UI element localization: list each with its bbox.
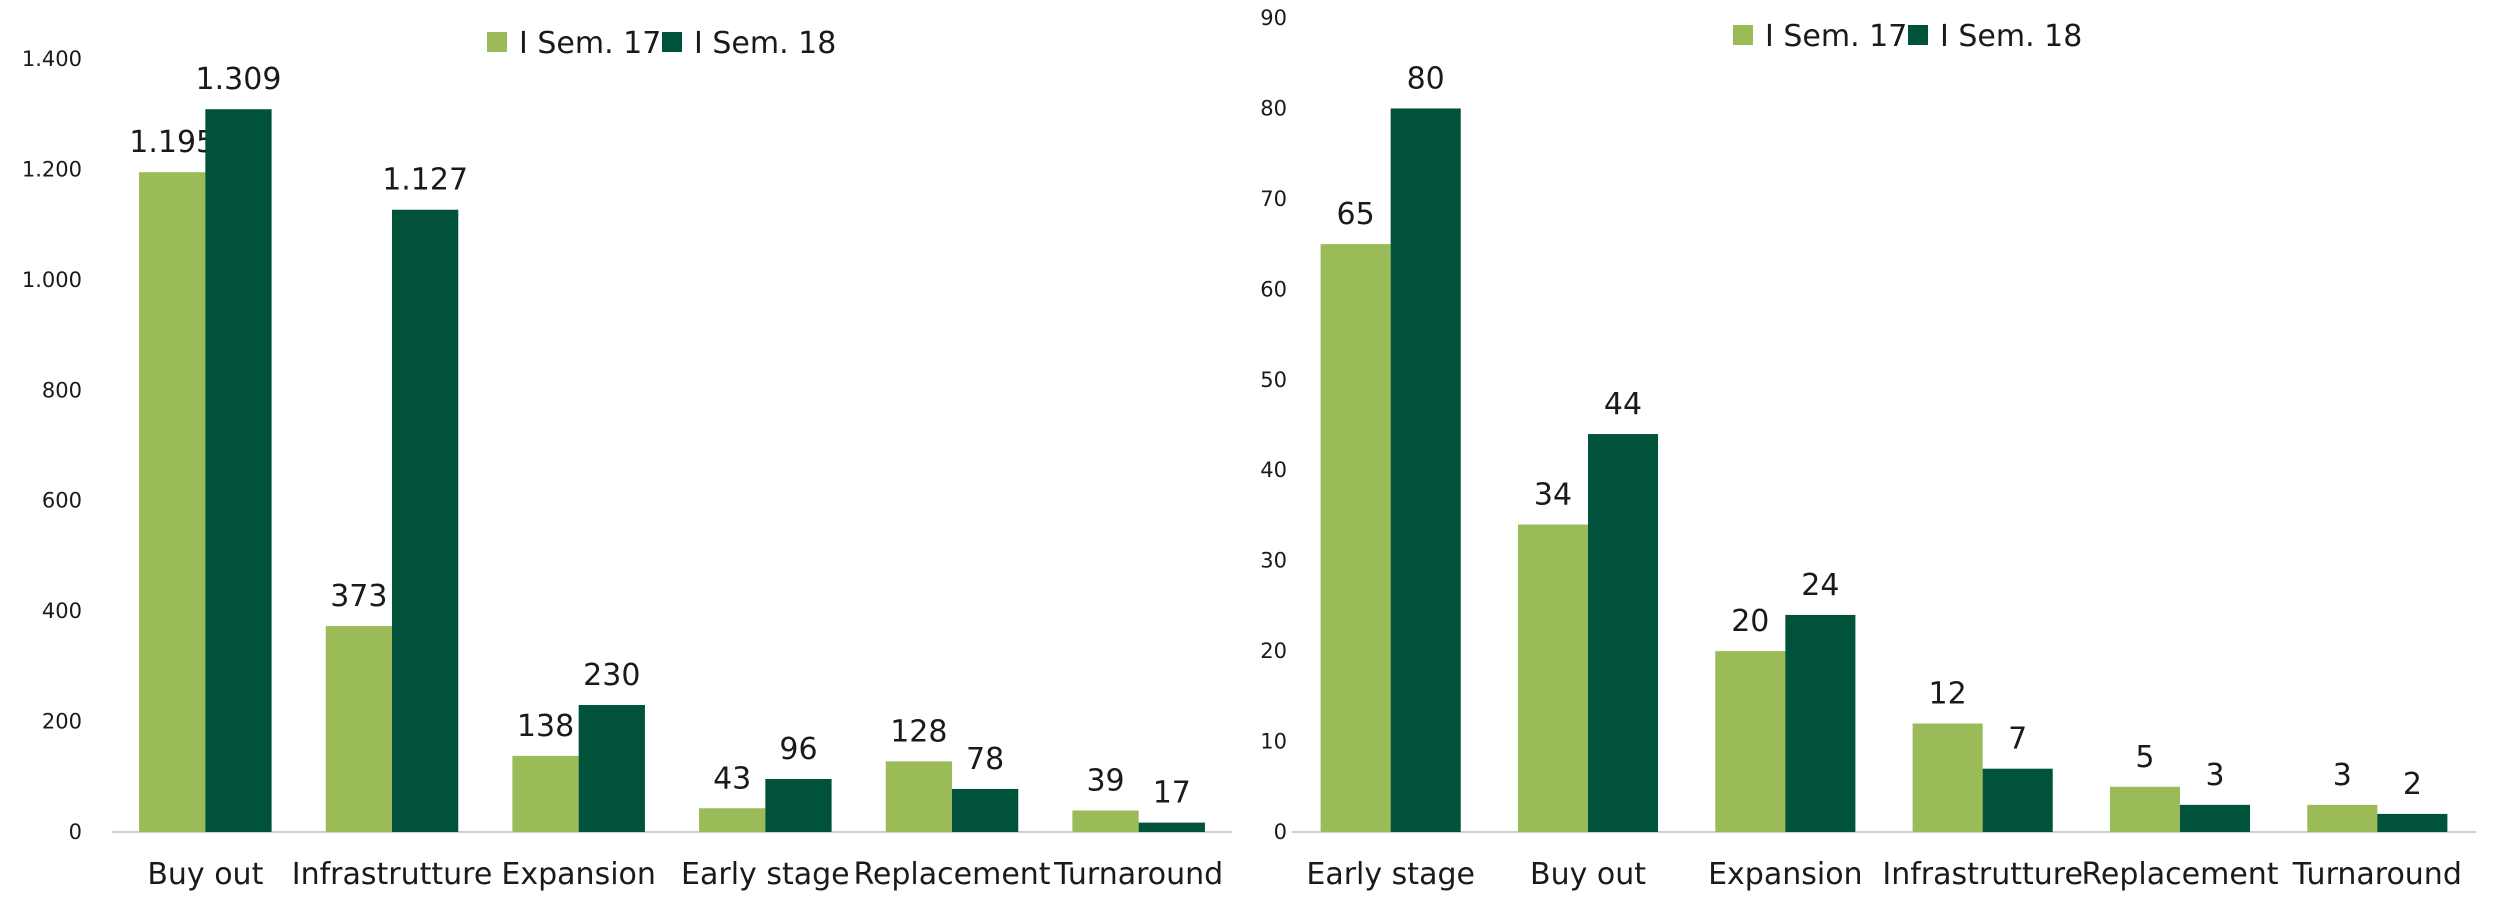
y-tick-label: 60	[1260, 277, 1287, 301]
data-label: 1.309	[196, 62, 282, 97]
legend-swatch	[662, 32, 682, 52]
data-label: 20	[1731, 604, 1769, 639]
category-label: Replacement	[853, 857, 1050, 892]
bar-sem18	[765, 778, 832, 832]
legend-label: I Sem. 18	[694, 26, 836, 61]
bar-sem18	[952, 788, 1019, 832]
y-tick-label: 30	[1260, 549, 1287, 573]
bar-sem18	[578, 705, 645, 832]
bar-sem18	[1138, 822, 1205, 832]
data-label: 17	[1153, 776, 1191, 811]
y-tick-label: 400	[42, 599, 82, 623]
y-tick-label: 20	[1260, 639, 1287, 663]
bar-sem17	[325, 626, 392, 832]
category-label: Early stage	[1306, 857, 1475, 892]
category-label: Infrastrutture	[292, 857, 493, 892]
legend-swatch	[1733, 25, 1753, 45]
data-label: 80	[1407, 61, 1445, 96]
data-label: 96	[779, 732, 817, 767]
data-label: 3	[2333, 758, 2352, 793]
data-label: 12	[1929, 676, 1967, 711]
bar-sem17	[1715, 651, 1786, 832]
data-label: 3	[2205, 758, 2224, 793]
bar-sem18	[2180, 804, 2251, 832]
legend-label: I Sem. 18	[1940, 19, 2082, 54]
data-label: 34	[1534, 477, 1572, 512]
category-label: Buy out	[1530, 857, 1646, 892]
y-tick-label: 1.400	[22, 47, 82, 71]
category-label: Buy out	[147, 857, 263, 892]
bar-sem17	[2307, 804, 2378, 832]
data-label: 1.195	[129, 125, 215, 160]
bar-sem18	[1588, 434, 1659, 832]
data-label: 39	[1086, 763, 1124, 798]
category-label: Replacement	[2081, 857, 2278, 892]
bar-sem17	[139, 172, 206, 833]
data-label: 24	[1801, 568, 1839, 603]
data-label: 373	[330, 579, 387, 614]
category-label: Infrastrutture	[1882, 857, 2083, 892]
y-tick-label: 80	[1260, 96, 1287, 120]
bar-sem17	[1912, 723, 1983, 832]
y-tick-label: 1.000	[22, 268, 82, 292]
bar-sem17	[1320, 244, 1391, 833]
data-label: 230	[583, 658, 640, 693]
y-tick-label: 200	[42, 710, 82, 734]
data-label: 128	[890, 714, 947, 749]
bar-sem17	[2109, 786, 2180, 832]
bar-sem17	[699, 808, 766, 832]
data-label: 43	[713, 761, 751, 796]
y-tick-label: 800	[42, 378, 82, 402]
y-tick-label: 70	[1260, 187, 1287, 211]
bar-sem17	[1072, 810, 1139, 832]
category-label: Early stage	[681, 857, 850, 892]
category-label: Expansion	[1708, 857, 1862, 892]
y-tick-label: 50	[1260, 368, 1287, 392]
legend-label: I Sem. 17	[519, 26, 661, 61]
legend: I Sem. 17 I Sem. 18	[487, 26, 836, 61]
data-label: 78	[966, 742, 1004, 777]
y-tick-label: 0	[69, 820, 82, 844]
y-tick-label: 1.200	[22, 157, 82, 181]
data-label: 1.127	[382, 163, 468, 198]
y-tick-label: 10	[1260, 730, 1287, 754]
y-tick-label: 40	[1260, 458, 1287, 482]
bar-sem18	[2377, 813, 2448, 832]
category-label: Expansion	[501, 857, 655, 892]
y-tick-label: 0	[1274, 820, 1287, 844]
data-label: 65	[1337, 197, 1375, 232]
y-tick-label: 90	[1260, 6, 1287, 30]
bar-sem17	[512, 755, 579, 832]
legend-swatch	[1908, 25, 1928, 45]
data-label: 44	[1604, 387, 1642, 422]
data-label: 7	[2008, 722, 2027, 757]
bar-sem17	[885, 761, 952, 832]
bar-sem18	[392, 209, 459, 833]
bar-sem18	[1982, 768, 2053, 832]
data-label: 5	[2135, 740, 2154, 775]
chart-1: 0 200 400 600 800 1.000 1.200 1.400 1.195 1.309 Bu…	[22, 26, 1232, 892]
legend: I Sem. 17 I Sem. 18	[1733, 19, 2082, 54]
bar-sem17	[1517, 524, 1588, 832]
legend-swatch	[487, 32, 507, 52]
data-label: 2	[2403, 767, 2422, 802]
data-label: 138	[517, 709, 574, 744]
chart-2: 0 10 20 30 40 50 60 70 80 90 65 80 Early stage 34 44 Bu…	[1260, 6, 2476, 892]
bar-sem18	[205, 109, 272, 833]
y-tick-label: 600	[42, 489, 82, 513]
category-label: Turnaround	[2292, 857, 2462, 892]
bar-sem18	[1785, 614, 1856, 832]
legend-label: I Sem. 17	[1765, 19, 1907, 54]
bar-sem18	[1390, 108, 1461, 832]
category-label: Turnaround	[1053, 857, 1223, 892]
